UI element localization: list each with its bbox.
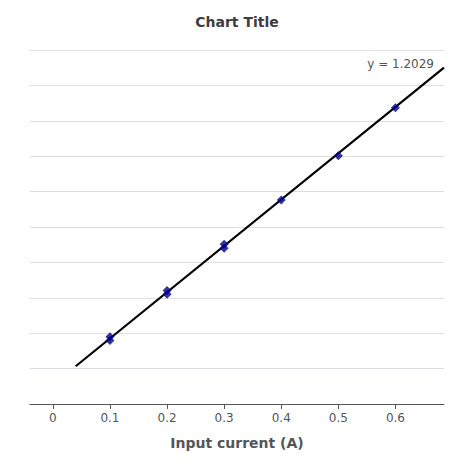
svg-text:Input current (A): Input current (A) — [170, 435, 303, 451]
svg-text:y = 1.2029: y = 1.2029 — [367, 57, 434, 71]
svg-text:0.1: 0.1 — [100, 411, 119, 425]
svg-text:0.5: 0.5 — [329, 411, 348, 425]
svg-text:Chart Title: Chart Title — [195, 14, 279, 30]
svg-text:0.3: 0.3 — [215, 411, 234, 425]
svg-text:0.4: 0.4 — [272, 411, 291, 425]
svg-text:0.6: 0.6 — [386, 411, 405, 425]
svg-text:0: 0 — [49, 411, 57, 425]
svg-text:0.2: 0.2 — [158, 411, 177, 425]
